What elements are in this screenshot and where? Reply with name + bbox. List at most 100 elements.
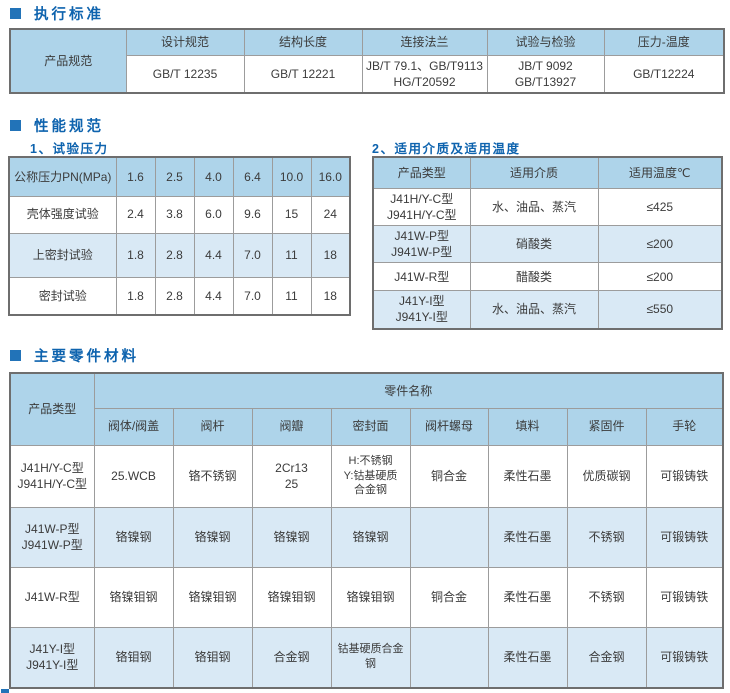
product-type: J41W-P型 J941W-P型 <box>372 224 471 264</box>
cell: 6.0 <box>193 195 234 234</box>
material-cell: H:不锈钢 Y:钴基硬质 合金钢 <box>330 444 411 508</box>
standards-value: GB/T12224 <box>603 54 725 94</box>
part-header: 阀杆螺母 <box>409 407 489 446</box>
media-col-header: 产品类型 <box>372 156 471 189</box>
temp-cell: ≤550 <box>597 290 723 330</box>
part-header: 手轮 <box>645 407 724 446</box>
table-row: J41Y-I型 J941Y-I型 水、油品、蒸汽 ≤550 <box>372 290 723 330</box>
table-row: 上密封试验 1.8 2.8 4.4 7.0 11 18 <box>8 232 351 278</box>
cell: 2.8 <box>154 232 195 278</box>
media-cell: 醋酸类 <box>469 262 599 292</box>
material-cell: 铬镍钢 <box>172 506 253 568</box>
standards-col-header: 连接法兰 <box>361 28 488 56</box>
section-bullet-icon <box>10 350 21 361</box>
media-cell: 水、油品、蒸汽 <box>469 187 599 226</box>
section-standards-heading: 执行标准 <box>10 3 104 24</box>
pressure-header-value: 4.0 <box>193 156 234 197</box>
table-row: 密封试验 1.8 2.8 4.4 7.0 11 18 <box>8 276 351 316</box>
part-header: 阀体/阀盖 <box>93 407 174 446</box>
material-cell: 合金钢 <box>566 626 647 689</box>
media-cell: 硝酸类 <box>469 224 599 264</box>
material-cell: 铬钼钢 <box>93 626 174 689</box>
row-label: 上密封试验 <box>8 232 117 278</box>
material-cell: 可锻铸铁 <box>645 506 724 568</box>
material-cell <box>409 626 489 689</box>
material-cell: 25.WCB <box>93 444 174 508</box>
standards-col-header: 压力-温度 <box>603 28 725 56</box>
material-cell: 柔性石墨 <box>487 506 568 568</box>
material-cell: 铬镍钢 <box>330 506 411 568</box>
section-performance-heading: 性能规范 <box>10 115 104 136</box>
cell: 1.8 <box>115 232 156 278</box>
section-bullet-icon <box>10 120 21 131</box>
pressure-header-value: 16.0 <box>310 156 351 197</box>
product-type: J41Y-I型 J941Y-I型 <box>9 626 95 689</box>
material-cell: 铜合金 <box>409 566 489 628</box>
media-cell: 水、油品、蒸汽 <box>469 290 599 330</box>
material-cell: 铬镍钼钢 <box>251 566 332 628</box>
section-title: 执行标准 <box>34 7 104 23</box>
standards-row-label: 产品规范 <box>9 28 127 94</box>
material-cell: 不锈钢 <box>566 506 647 568</box>
cell: 18 <box>310 276 351 316</box>
material-cell: 可锻铸铁 <box>645 626 724 689</box>
pressure-header-value: 10.0 <box>271 156 312 197</box>
table-row: J41W-R型 醋酸类 ≤200 <box>372 262 723 292</box>
temp-cell: ≤200 <box>597 262 723 292</box>
product-type: J41H/Y-C型 J941H/Y-C型 <box>9 444 95 508</box>
product-type: J41W-R型 <box>372 262 471 292</box>
material-cell: 铬镍钢 <box>93 506 174 568</box>
media-temperature-table: 产品类型 适用介质 适用温度℃ J41H/Y-C型 J941H/Y-C型 水、油… <box>372 156 723 330</box>
table-row: J41W-P型 J941W-P型 铬镍钢 铬镍钢 铬镍钢 铬镍钢 柔性石墨 不锈… <box>9 506 724 568</box>
material-cell: 铬钼钢 <box>172 626 253 689</box>
cell: 15 <box>271 195 312 234</box>
material-cell: 铬不锈钢 <box>172 444 253 508</box>
cell: 7.0 <box>232 276 273 316</box>
standards-col-header: 试验与检验 <box>486 28 605 56</box>
part-header: 密封面 <box>330 407 411 446</box>
media-subtitle: 2、适用介质及适用温度 <box>372 142 521 156</box>
cell: 7.0 <box>232 232 273 278</box>
table-row: J41H/Y-C型 J941H/Y-C型 水、油品、蒸汽 ≤425 <box>372 187 723 226</box>
standards-table: 产品规范 设计规范 结构长度 连接法兰 试验与检验 压力-温度 GB/T 122… <box>9 28 725 94</box>
pressure-subtitle: 1、试验压力 <box>30 142 109 156</box>
part-header: 阀杆 <box>172 407 253 446</box>
media-col-header: 适用介质 <box>469 156 599 189</box>
pressure-header-label: 公称压力PN(MPa) <box>8 156 117 197</box>
material-cell: 铬镍钼钢 <box>93 566 174 628</box>
table-row: J41H/Y-C型 J941H/Y-C型 25.WCB 铬不锈钢 2Cr13 2… <box>9 444 724 508</box>
table-row: J41W-R型 铬镍钼钢 铬镍钼钢 铬镍钼钢 铬镍钼钢 铜合金 柔性石墨 不锈钢… <box>9 566 724 628</box>
material-cell: 优质碳钢 <box>566 444 647 508</box>
table-row: J41W-P型 J941W-P型 硝酸类 ≤200 <box>372 224 723 264</box>
standards-value: GB/T 12221 <box>243 54 363 94</box>
material-cell: 可锻铸铁 <box>645 444 724 508</box>
material-cell: 不锈钢 <box>566 566 647 628</box>
media-col-header: 适用温度℃ <box>597 156 723 189</box>
part-header: 阀瓣 <box>251 407 332 446</box>
table-row: 壳体强度试验 2.4 3.8 6.0 9.6 15 24 <box>8 195 351 234</box>
pressure-header-value: 6.4 <box>232 156 273 197</box>
temp-cell: ≤200 <box>597 224 723 264</box>
section-materials-heading: 主要零件材料 <box>10 345 139 366</box>
standards-col-header: 设计规范 <box>125 28 245 56</box>
section-bullet-icon <box>10 8 21 19</box>
part-header: 紧固件 <box>566 407 647 446</box>
cell: 4.4 <box>193 232 234 278</box>
cell: 4.4 <box>193 276 234 316</box>
cell: 18 <box>310 232 351 278</box>
cell: 24 <box>310 195 351 234</box>
temp-cell: ≤425 <box>597 187 723 226</box>
material-cell: 钴基硬质合金钢 <box>330 626 411 689</box>
part-header: 填料 <box>487 407 568 446</box>
materials-type-header: 产品类型 <box>9 372 95 446</box>
material-cell: 铬镍钼钢 <box>330 566 411 628</box>
cell: 1.8 <box>115 276 156 316</box>
pressure-header-value: 1.6 <box>115 156 156 197</box>
cell: 11 <box>271 276 312 316</box>
cell: 11 <box>271 232 312 278</box>
test-pressure-table: 公称压力PN(MPa) 1.6 2.5 4.0 6.4 10.0 16.0 壳体… <box>8 156 351 316</box>
material-cell: 合金钢 <box>251 626 332 689</box>
standards-col-header: 结构长度 <box>243 28 363 56</box>
cell: 2.4 <box>115 195 156 234</box>
